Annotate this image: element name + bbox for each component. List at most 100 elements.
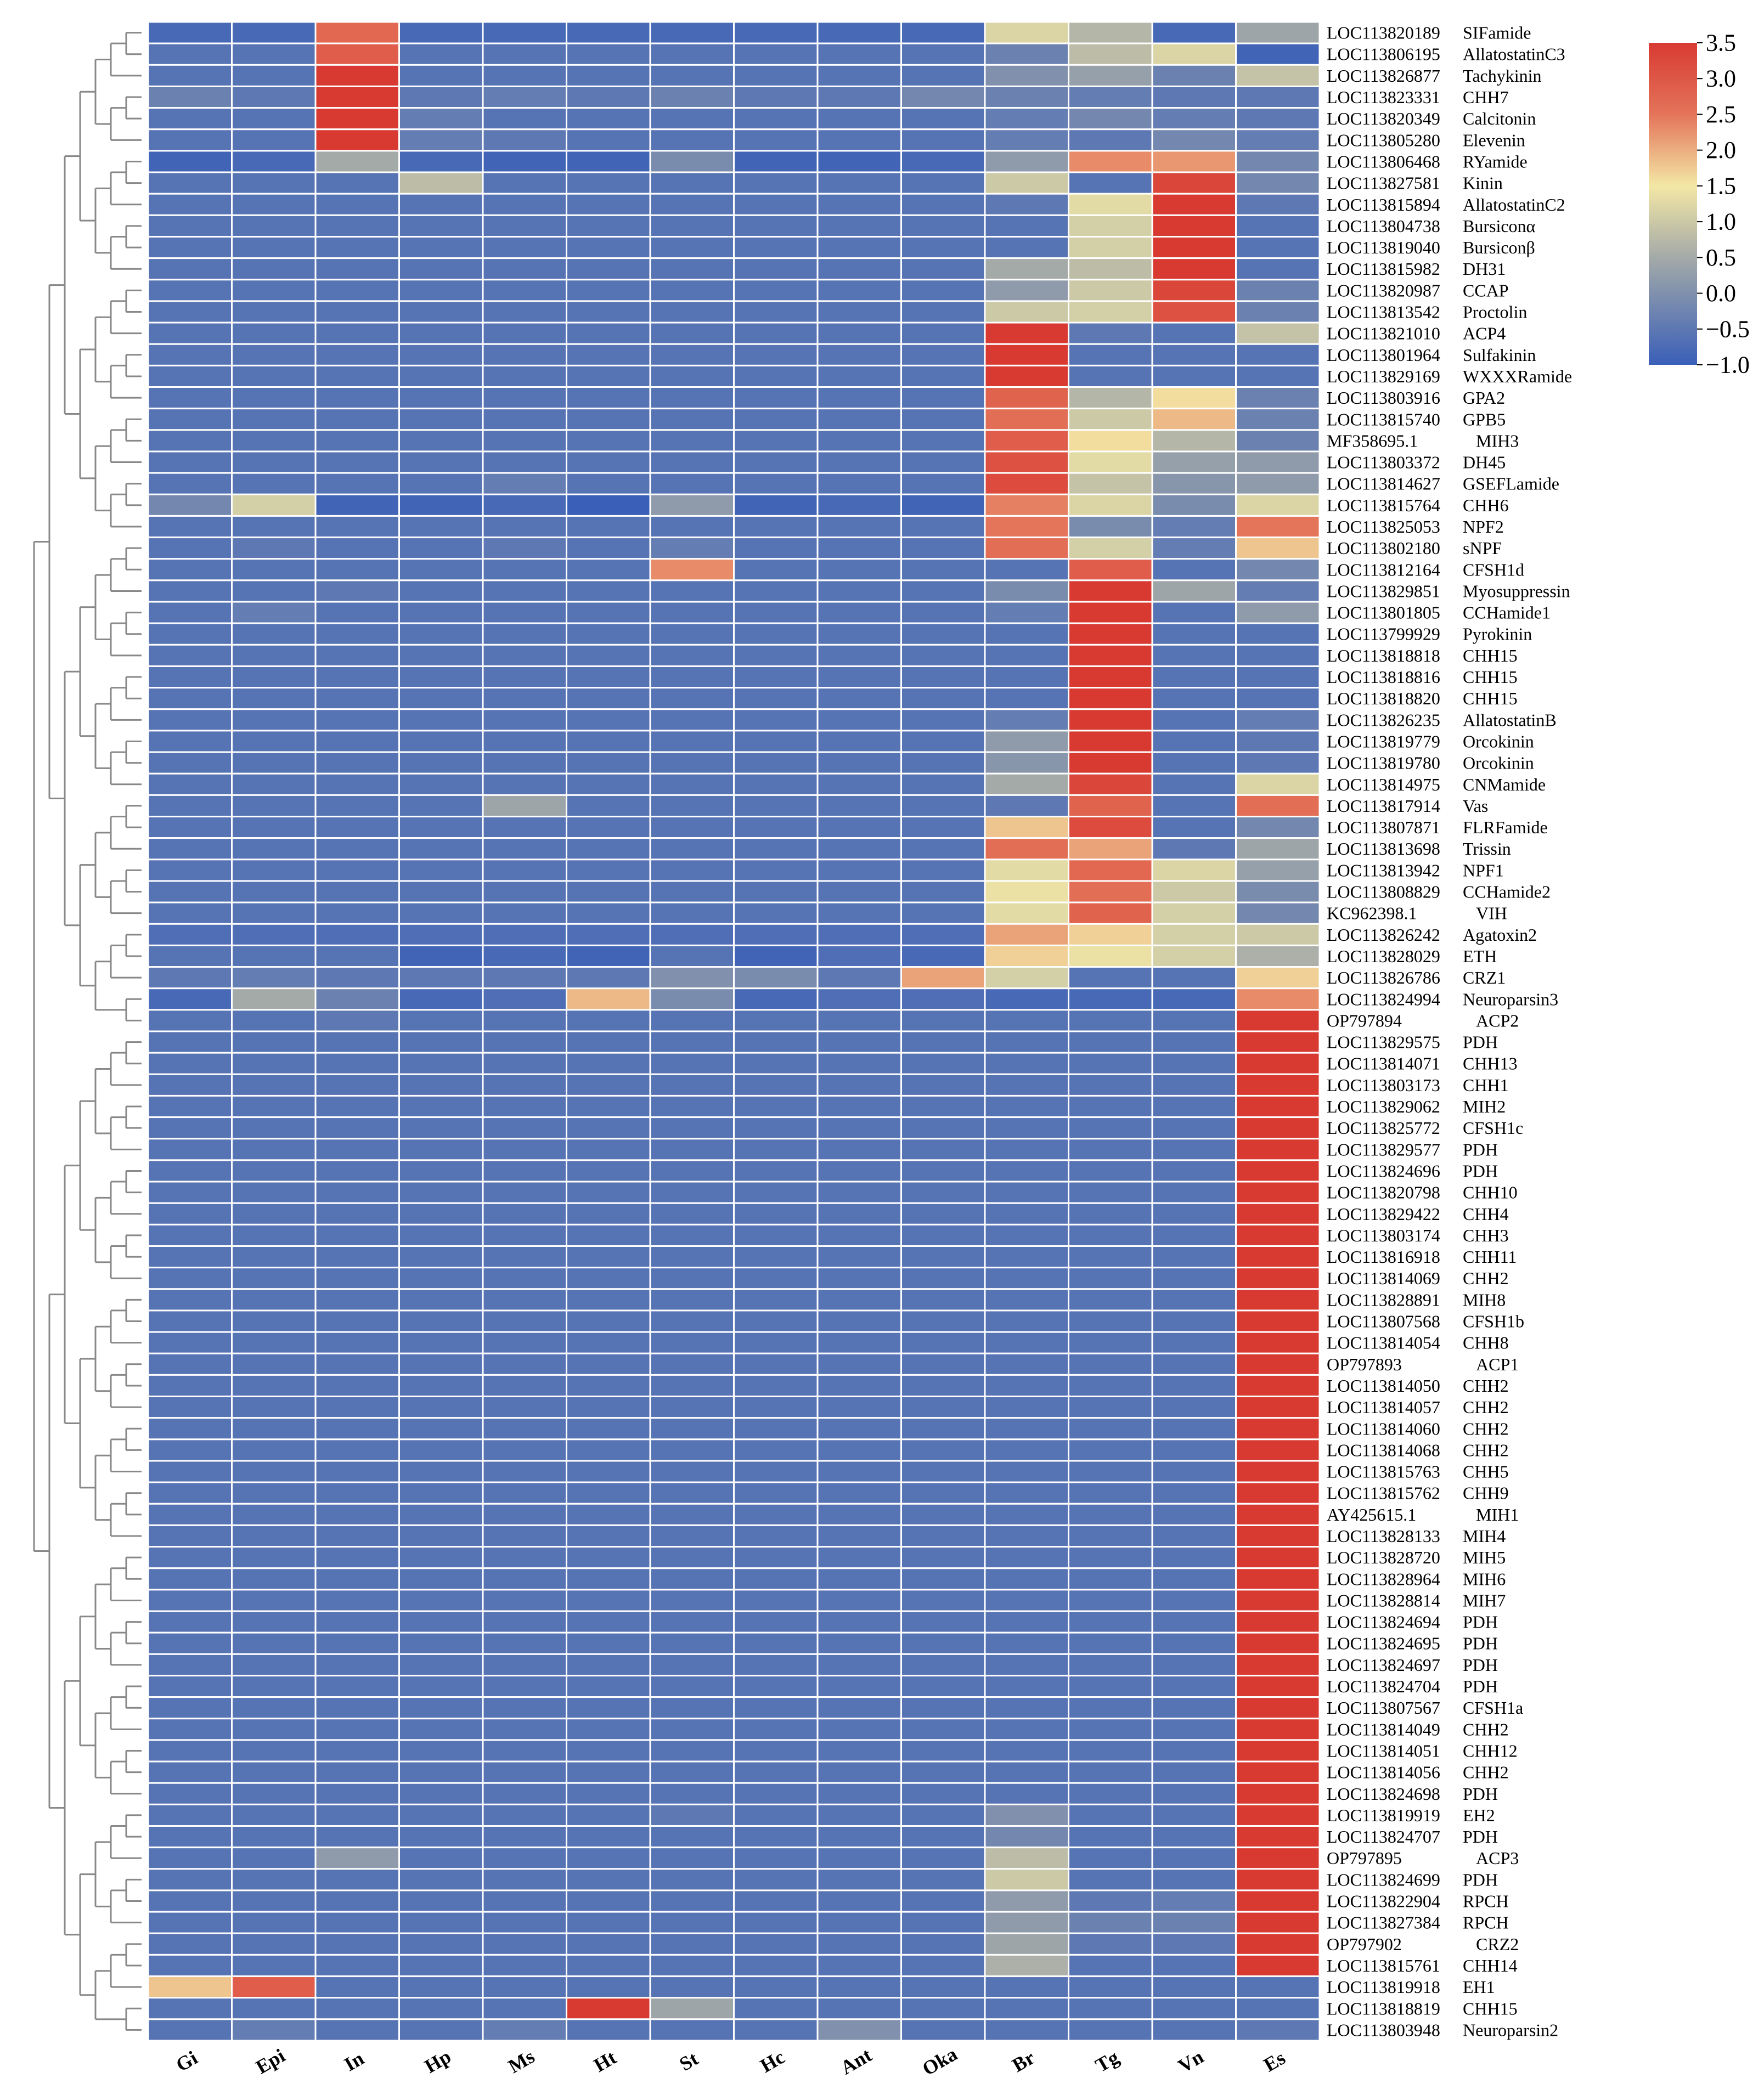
heatmap-cell	[984, 1524, 1069, 1548]
heatmap-cell	[398, 1674, 484, 1698]
row-label-id: LOC113829169	[1327, 366, 1440, 386]
heatmap-cell	[984, 257, 1069, 281]
heatmap-cell	[482, 1309, 567, 1333]
heatmap-cell	[1068, 772, 1153, 796]
heatmap-cell	[566, 1975, 651, 1999]
heatmap-cell	[649, 515, 735, 539]
heatmap-cell	[566, 150, 651, 173]
row-label-id: LOC113814975	[1327, 775, 1440, 794]
heatmap-cell	[314, 515, 400, 539]
heatmap-cell	[231, 944, 317, 968]
heatmap-cell	[900, 300, 986, 324]
heatmap-cell	[482, 665, 567, 689]
heatmap-cell	[1151, 987, 1237, 1011]
heatmap-cell	[1068, 665, 1153, 689]
heatmap-cell	[1151, 1116, 1237, 1140]
row-label-id: LOC113825772	[1327, 1118, 1440, 1138]
heatmap-cell	[900, 1352, 986, 1376]
heatmap-cell	[1151, 880, 1237, 903]
heatmap-cell	[900, 966, 986, 990]
heatmap-cell	[147, 257, 233, 281]
heatmap-cell	[733, 794, 819, 818]
heatmap-cell	[733, 150, 819, 173]
color-scale-tick-label: 3.0	[1706, 65, 1736, 92]
heatmap-cell	[816, 42, 902, 66]
heatmap-cell	[314, 386, 400, 410]
heatmap-cell	[231, 837, 317, 861]
heatmap-cell	[398, 1460, 484, 1483]
heatmap-cell	[314, 558, 400, 581]
heatmap-cell	[566, 1610, 651, 1634]
heatmap-cell	[314, 1631, 400, 1655]
heatmap-cell	[733, 772, 819, 796]
heatmap-cell	[482, 1052, 567, 1075]
heatmap-cell	[147, 1309, 233, 1333]
heatmap-cell	[1068, 622, 1153, 646]
heatmap-cell	[816, 1674, 902, 1698]
heatmap-cell	[984, 1546, 1069, 1569]
heatmap-cell	[900, 1524, 986, 1548]
heatmap-cell	[1235, 1589, 1321, 1612]
heatmap-cell	[816, 386, 902, 410]
heatmap-cell	[649, 128, 735, 152]
heatmap-cell	[231, 601, 317, 624]
heatmap-cell	[984, 171, 1069, 195]
heatmap-cell	[733, 1696, 819, 1720]
heatmap-cell	[1151, 643, 1237, 667]
row-label-name: CHH8	[1463, 1333, 1509, 1353]
heatmap-cell	[1068, 279, 1153, 302]
heatmap-cell	[231, 537, 317, 560]
heatmap-cell	[984, 42, 1069, 66]
heatmap-cell	[231, 279, 317, 302]
heatmap-cell	[900, 493, 986, 517]
row-label-name: PDH	[1463, 1612, 1498, 1632]
heatmap-cell	[816, 1567, 902, 1591]
heatmap-cell	[1068, 1524, 1153, 1548]
heatmap-cell	[900, 450, 986, 474]
heatmap-cell	[482, 300, 567, 324]
heatmap-cell	[231, 1352, 317, 1376]
heatmap-cell	[231, 1718, 317, 1741]
heatmap-cell	[147, 794, 233, 818]
heatmap-cell	[1235, 1567, 1321, 1591]
heatmap-cell	[147, 708, 233, 732]
heatmap-cell	[733, 1889, 819, 1913]
heatmap-cell	[900, 1631, 986, 1655]
heatmap-cell	[900, 1911, 986, 1934]
row-label-name: MIH3	[1476, 431, 1519, 450]
heatmap-cell	[984, 730, 1069, 753]
heatmap-cell	[566, 321, 651, 345]
heatmap-cell	[649, 1094, 735, 1119]
row-label-id: LOC113813942	[1327, 860, 1440, 880]
heatmap-cell	[984, 1460, 1069, 1483]
heatmap-cell	[566, 1030, 651, 1054]
heatmap-cell	[649, 1052, 735, 1075]
heatmap-cell	[1151, 1718, 1237, 1741]
heatmap-cell	[231, 450, 317, 474]
heatmap-cell	[733, 1094, 819, 1119]
heatmap-cell	[900, 1953, 986, 1978]
heatmap-cell	[900, 1868, 986, 1891]
heatmap-cell	[314, 1932, 400, 1956]
heatmap-cell	[398, 1073, 484, 1097]
heatmap-cell	[398, 171, 484, 195]
row-label-id: LOC113804738	[1327, 216, 1440, 236]
heatmap-cell	[231, 1202, 317, 1226]
heatmap-cell	[1068, 1181, 1153, 1204]
heatmap-cell	[1235, 1138, 1321, 1161]
heatmap-cell	[1151, 1396, 1237, 1419]
heatmap-cell	[482, 558, 567, 581]
heatmap-cell	[984, 493, 1069, 517]
heatmap-cell	[147, 643, 233, 667]
row-label-id: LOC113814068	[1327, 1440, 1440, 1460]
heatmap-cell	[314, 214, 400, 238]
heatmap-cell	[649, 1309, 735, 1333]
heatmap-cell	[649, 1181, 735, 1204]
heatmap-cell	[649, 1674, 735, 1698]
row-label-name: ACP4	[1463, 324, 1506, 343]
heatmap-cell	[816, 1911, 902, 1934]
heatmap-cell	[816, 730, 902, 753]
heatmap-cell	[398, 1631, 484, 1655]
heatmap-cell	[1068, 1288, 1153, 1312]
heatmap-cell	[649, 257, 735, 281]
